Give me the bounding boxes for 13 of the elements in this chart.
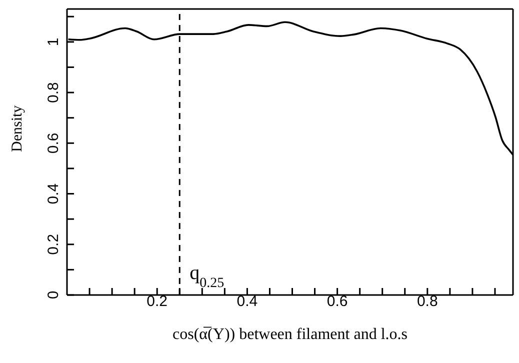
y-tick-label: 0.6 [45, 132, 62, 154]
x-tick-label: 0.6 [326, 293, 348, 310]
y-tick-label: 0.2 [45, 234, 62, 255]
y-tick-label: 0.8 [45, 82, 62, 103]
ref-line-label: q$_{0.25}$ [190, 262, 224, 290]
y-axis-title: Density [9, 104, 26, 152]
y-tick-label: 0 [45, 290, 62, 300]
x-tick-label: 0.4 [236, 293, 258, 310]
x-tick-label: 0.8 [416, 293, 438, 310]
x-tick-label: 0.2 [146, 293, 168, 310]
y-tick-label: 0.4 [45, 183, 62, 204]
x-axis-title: cos(α̅(Y)) between filament and l.o.s [172, 326, 408, 343]
y-tick-label: 1 [45, 38, 62, 46]
